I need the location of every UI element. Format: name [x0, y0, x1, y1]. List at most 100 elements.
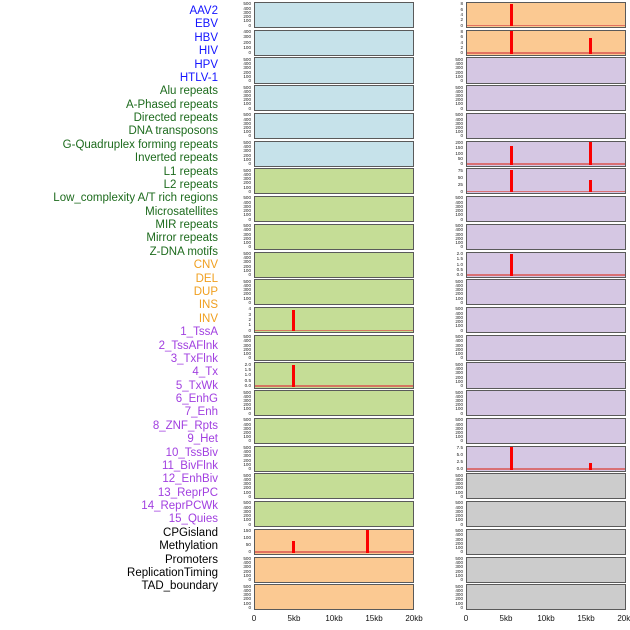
x-tick-label: 15kb: [577, 614, 595, 623]
y-tick-label: 100: [455, 351, 463, 357]
track-label: AAV2: [189, 5, 218, 17]
y-tick-label: 200: [243, 180, 251, 186]
peak-marker: [510, 447, 514, 470]
y-tick-label: 500: [243, 250, 251, 256]
y-axis-ticks: 0 100 200 300 400 500: [224, 335, 252, 361]
track-plot: [466, 168, 626, 195]
y-tick-label: 400: [243, 172, 251, 177]
y-tick-label: 200: [455, 125, 463, 130]
y-tick-label: 100: [243, 461, 251, 467]
y-tick-label: 400: [243, 504, 251, 510]
y-tick-label: 500: [243, 472, 251, 478]
x-tick-label: 10kb: [537, 614, 555, 623]
y-tick-label: 100: [243, 351, 251, 357]
y-axis-ticks: 0 100 200 300 400 500: [436, 85, 464, 111]
y-tick-label: 400: [243, 282, 251, 288]
y-tick-label: 300: [243, 592, 251, 598]
y-tick-label: 100: [243, 434, 251, 440]
y-tick-label: 400: [455, 532, 463, 538]
y-tick-label: 300: [243, 231, 251, 237]
peak-marker: [365, 530, 369, 553]
track-plot: [254, 140, 414, 167]
y-tick-label: 0: [248, 466, 251, 472]
y-tick-label: 100: [243, 18, 251, 24]
y-tick-label: 100: [455, 600, 463, 606]
y-tick-label: 400: [455, 310, 463, 316]
y-tick-label: 6: [460, 34, 463, 40]
y-tick-label: 500: [243, 56, 251, 62]
y-tick-label: 1.5: [244, 367, 251, 373]
y-tick-label: 200: [455, 235, 463, 241]
y-tick-label: 0: [248, 105, 251, 111]
y-tick-label: 400: [243, 5, 251, 11]
y-tick-label: 500: [455, 555, 463, 561]
y-tick-label: 400: [243, 255, 251, 261]
y-tick-label: 200: [243, 235, 251, 241]
track-label: 4_Tx: [192, 366, 218, 379]
y-tick-label: 200: [455, 430, 463, 435]
track-label: 5_TxWk: [175, 379, 218, 392]
track-label: 15_Quies: [168, 513, 218, 526]
y-tick-label: 400: [243, 227, 251, 233]
y-tick-label: 0: [248, 272, 251, 278]
track-label: DUP: [193, 285, 218, 298]
y-tick-label: 0: [460, 438, 463, 444]
y-tick-label: 0: [460, 188, 463, 194]
track-label: EBV: [194, 18, 218, 31]
y-tick-label: 400: [243, 88, 251, 94]
y-tick-label: 200: [243, 208, 251, 214]
y-tick-label: 400: [455, 227, 463, 233]
y-axis-ticks: 0 100 200 300 400 500: [436, 279, 464, 305]
track-label: 8_ZNF_Rpts: [152, 419, 218, 432]
y-tick-label: 100: [243, 156, 251, 162]
y-tick-label: 500: [455, 223, 463, 229]
y-tick-label: 500: [243, 389, 251, 395]
y-tick-label: 100: [455, 129, 463, 135]
track-label: DEL: [195, 272, 218, 285]
track-plot: [254, 390, 414, 417]
y-tick-label: 200: [455, 513, 463, 519]
y-tick-label: 500: [455, 195, 463, 201]
y-tick-label: 500: [455, 583, 463, 589]
y-tick-label: 100: [455, 101, 463, 107]
y-tick-label: 300: [455, 425, 463, 431]
y-tick-label: 0: [248, 77, 251, 83]
track-label: L1 repeats: [163, 165, 218, 178]
peak-marker: [510, 3, 514, 27]
track-baseline: [255, 551, 413, 553]
track-label: INV: [198, 312, 218, 325]
y-tick-label: 300: [243, 176, 251, 182]
y-tick-label: 100: [243, 101, 251, 107]
y-tick-label: 200: [455, 485, 463, 491]
track-plot: [466, 584, 626, 611]
track-plot: [254, 251, 414, 278]
track-label: INS: [198, 299, 218, 312]
y-tick-label: 400: [243, 61, 251, 67]
peak-marker: [510, 146, 514, 165]
y-tick-label: 200: [243, 596, 251, 602]
track-label: Methylation: [159, 540, 218, 553]
y-tick-label: 2: [248, 316, 251, 322]
y-axis-ticks: 0 100 200 300 400 500: [436, 584, 464, 610]
y-tick-label: 0.5: [456, 266, 463, 272]
track-plot: [466, 29, 626, 56]
panel-left: 0 100 200 300 400 500 0 100 200 300 400 0 100 200 300 4…: [224, 0, 422, 630]
y-tick-label: 0: [460, 577, 463, 583]
y-tick-label: 400: [243, 477, 251, 482]
x-tick-label: 5kb: [287, 614, 301, 623]
y-tick-label: 1.0: [244, 372, 251, 378]
y-tick-label: 0: [460, 244, 463, 250]
y-tick-label: 0: [460, 327, 463, 333]
y-tick-label: 500: [455, 389, 463, 395]
y-tick-label: 0: [248, 577, 251, 583]
y-tick-label: 400: [455, 116, 463, 122]
y-tick-label: 500: [455, 500, 463, 506]
y-axis-ticks: 0 100 200 300 400 500: [224, 501, 252, 527]
y-tick-label: 0: [248, 521, 251, 527]
y-tick-label: 300: [243, 259, 251, 265]
y-axis-ticks: 0 100 200 300 400 500: [224, 196, 252, 222]
track-plot: [254, 223, 414, 250]
y-axis-ticks: 0 100 200 300 400 500: [224, 168, 252, 194]
